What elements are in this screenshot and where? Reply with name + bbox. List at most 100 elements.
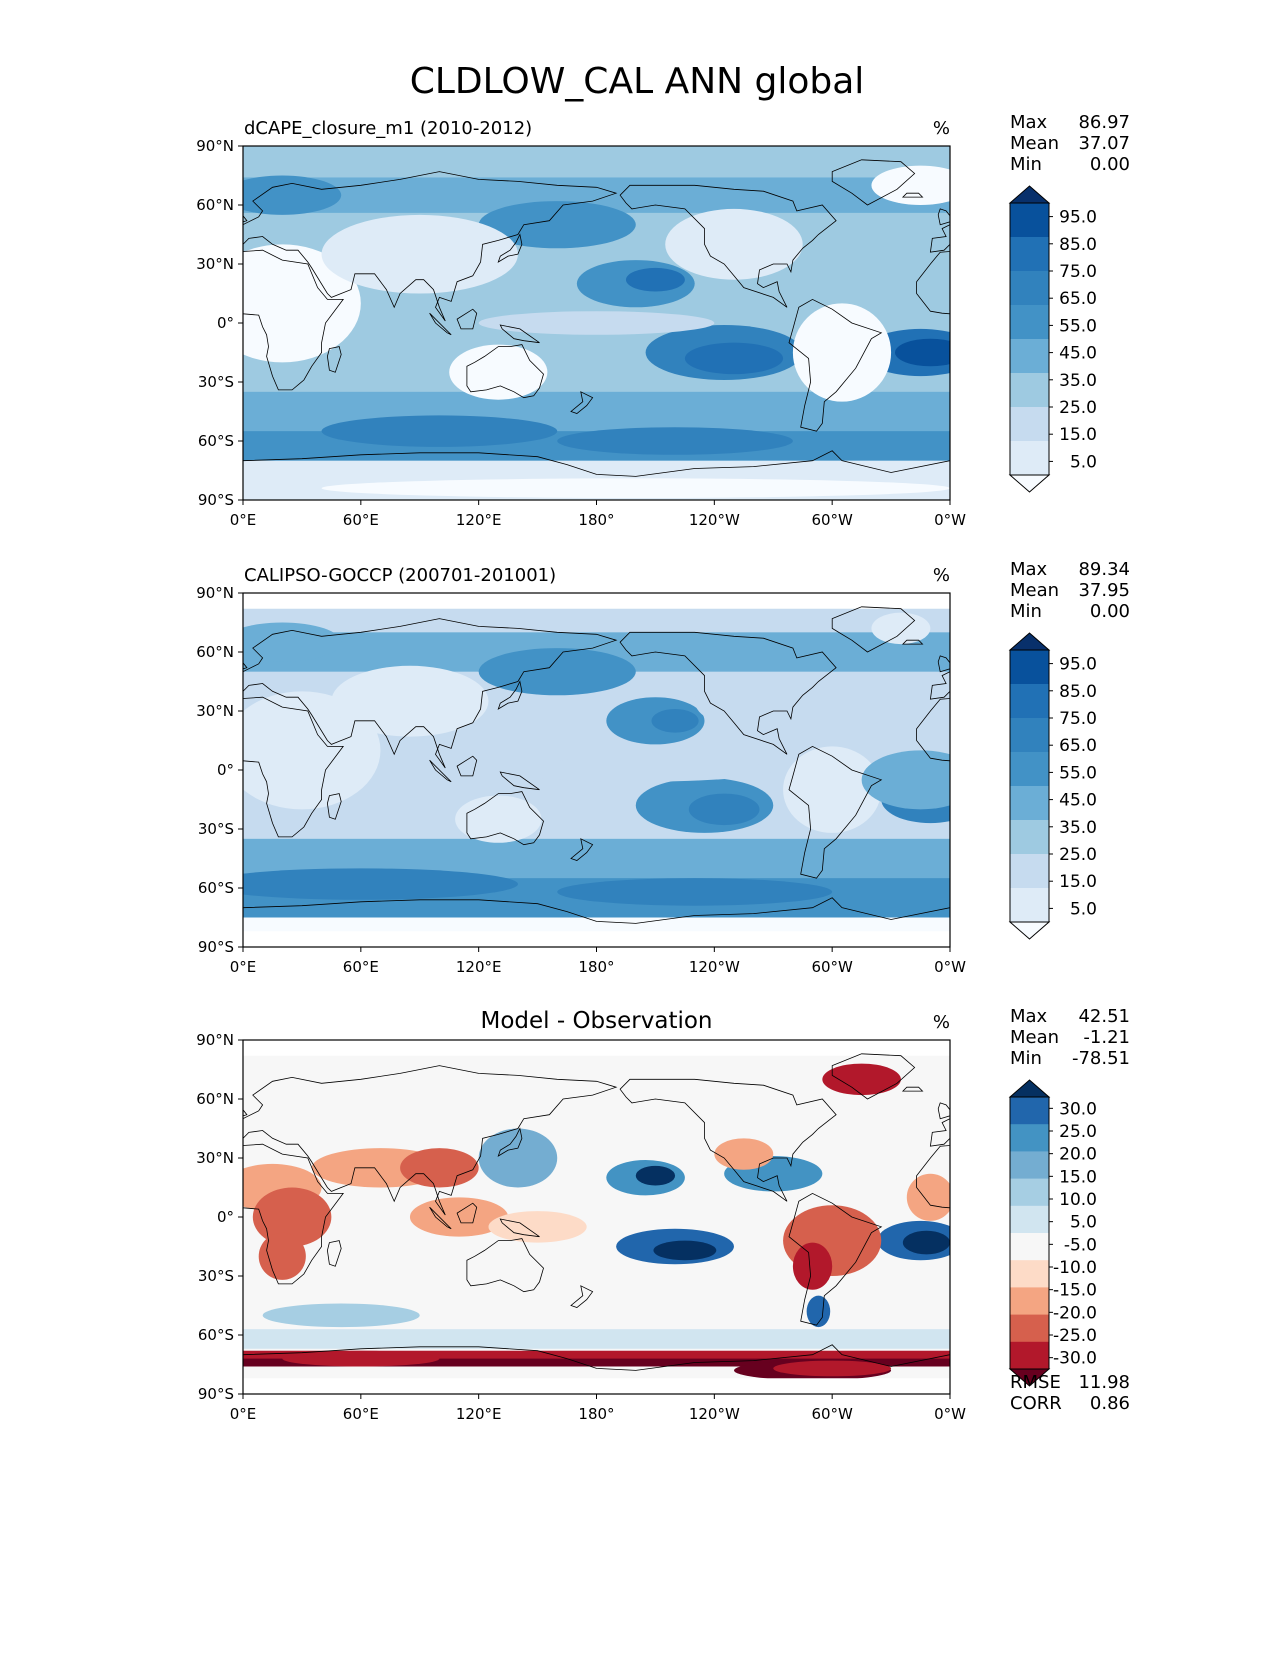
colorbar-label: 65.0 <box>1059 289 1097 309</box>
colorbar-label: 25.0 <box>1059 1122 1097 1142</box>
coastline-eurasia <box>929 1118 950 1147</box>
contour-region <box>653 1240 717 1261</box>
panel-title: CALIPSO-GOCCP (200701-201001) <box>244 565 556 586</box>
lon-tick-label: 120°W <box>689 1405 740 1423</box>
coastline-madagascar <box>326 1240 342 1267</box>
contour-region <box>243 868 518 900</box>
colorbar-label: 75.0 <box>1059 262 1097 282</box>
contour-region <box>243 244 361 363</box>
contour-band <box>243 1358 950 1367</box>
colorbar-segment <box>1010 203 1049 238</box>
colorbar-label: 35.0 <box>1059 371 1097 391</box>
lon-tick-label: 180° <box>578 511 614 529</box>
colorbar-label: 5.0 <box>1070 452 1097 472</box>
stat-label: Min <box>1010 1048 1042 1069</box>
colorbar-segment <box>1010 1341 1049 1370</box>
coastline-eurasia <box>929 671 950 700</box>
contour-region <box>684 342 784 375</box>
missing-data-north <box>243 1040 950 1056</box>
contour-region <box>792 1242 833 1290</box>
missing-data-south <box>243 1378 950 1394</box>
lat-tick-label: 90°S <box>198 938 234 956</box>
lon-tick-label: 180° <box>578 958 614 976</box>
coastline-borneo <box>456 308 478 330</box>
lat-tick-label: 30°N <box>196 255 234 273</box>
contour-region <box>321 478 950 499</box>
lat-tick-label: 90°N <box>196 584 234 602</box>
colorbar-label: 5.0 <box>1070 1213 1097 1233</box>
coastline-eurasia <box>243 618 618 769</box>
colorbar-segment <box>1010 339 1049 374</box>
stat-label: Min <box>1010 154 1042 175</box>
stat-label: Max <box>1010 1006 1048 1027</box>
coastline-madagascar <box>326 793 342 820</box>
colorbar: 30.0 25.0 20.015.0 10.0 5.0-5.0 -10.0 -15.0-20… <box>1008 1079 1097 1387</box>
colorbar-segment <box>1010 752 1049 787</box>
contour-region <box>478 648 636 696</box>
colorbar-segment <box>1010 1314 1049 1343</box>
lat-tick-label: 60°S <box>198 432 234 450</box>
field-contours <box>243 165 950 499</box>
contour-region <box>714 1138 774 1170</box>
lon-tick-label: 60°W <box>811 958 853 976</box>
coastline-iceland <box>901 1086 924 1092</box>
colorbar-segment <box>1010 1151 1049 1180</box>
coastline-antarctica <box>243 1344 950 1394</box>
lat-tick-label: 60°N <box>196 643 234 661</box>
panel-obs: 90°N 60°N 30°N 0° 30°S 60°S 90°S 0°E 60°E 120°E 18… <box>196 559 1130 976</box>
colorbar-label: 25.0 <box>1059 845 1097 865</box>
stat-value: 0.00 <box>1090 601 1130 622</box>
colorbar-frame <box>1009 649 1050 923</box>
colorbar-segment <box>1010 1260 1049 1288</box>
missing-data-north <box>243 593 950 609</box>
contour-region <box>252 1187 332 1247</box>
lon-tick-label: 0°E <box>230 958 257 976</box>
colorbar-segment <box>1010 820 1049 855</box>
metric-label: CORR <box>1010 1393 1062 1414</box>
contour-region <box>665 208 803 280</box>
colorbar-label: 55.0 <box>1059 763 1097 783</box>
colorbar: 95.0 85.0 75.0 65.0 55.0 45.0 35.0 25.0 15.0 5.0 <box>1008 632 1097 940</box>
lat-tick-label: 60°N <box>196 196 234 214</box>
contour-region <box>321 214 518 294</box>
coastlines <box>243 606 950 947</box>
colorbar-label: 95.0 <box>1059 208 1097 228</box>
lon-tick-label: 60°W <box>811 1405 853 1423</box>
panel-diff: 90°N 60°N 30°N 0° 30°S 60°S 90°S 0°E 60°E 120°E 18… <box>196 1006 1130 1423</box>
stat-label: Mean <box>1010 580 1059 601</box>
coastline-japan <box>497 1127 523 1157</box>
contour-region <box>906 1173 950 1221</box>
colorbar-extend-min <box>1008 921 1051 940</box>
contour-region <box>822 1063 901 1096</box>
coastline-namerica <box>619 184 837 308</box>
coastline-australia <box>466 1238 544 1293</box>
colorbar-segment <box>1010 441 1049 476</box>
colorbar-segment <box>1010 237 1049 272</box>
panel-title: dCAPE_closure_m1 (2010-2012) <box>244 118 532 139</box>
coastline-sumatra <box>429 759 452 783</box>
contour-region <box>895 338 950 367</box>
coastline-borneo <box>456 755 478 777</box>
colorbar-extend-max <box>1008 185 1051 204</box>
coastline-newguinea <box>499 324 540 344</box>
coastline-namerica <box>619 1078 837 1202</box>
contour-region <box>258 1232 306 1280</box>
contour-region <box>902 1230 950 1255</box>
contour-region <box>262 1303 420 1328</box>
coastlines <box>243 159 950 500</box>
lat-tick-label: 0° <box>217 1208 234 1226</box>
colorbar-segment <box>1010 373 1049 408</box>
field-contours <box>243 612 950 906</box>
colorbar-label: -30.0 <box>1053 1349 1097 1369</box>
lon-tick-label: 120°E <box>456 958 502 976</box>
colorbar-label: 75.0 <box>1059 709 1097 729</box>
contour-region <box>783 746 882 833</box>
contour-region <box>651 709 699 733</box>
coastline-greenland <box>831 159 916 206</box>
colorbar-segment <box>1010 684 1049 719</box>
colorbar: 95.0 85.0 75.0 65.0 55.0 45.0 35.0 25.0 15.0 5.0 <box>1008 185 1097 493</box>
colorbar-extend-max <box>1008 632 1051 651</box>
contour-region <box>455 795 542 843</box>
coastline-eurasia <box>243 1065 618 1216</box>
colorbar-segment <box>1010 271 1049 306</box>
